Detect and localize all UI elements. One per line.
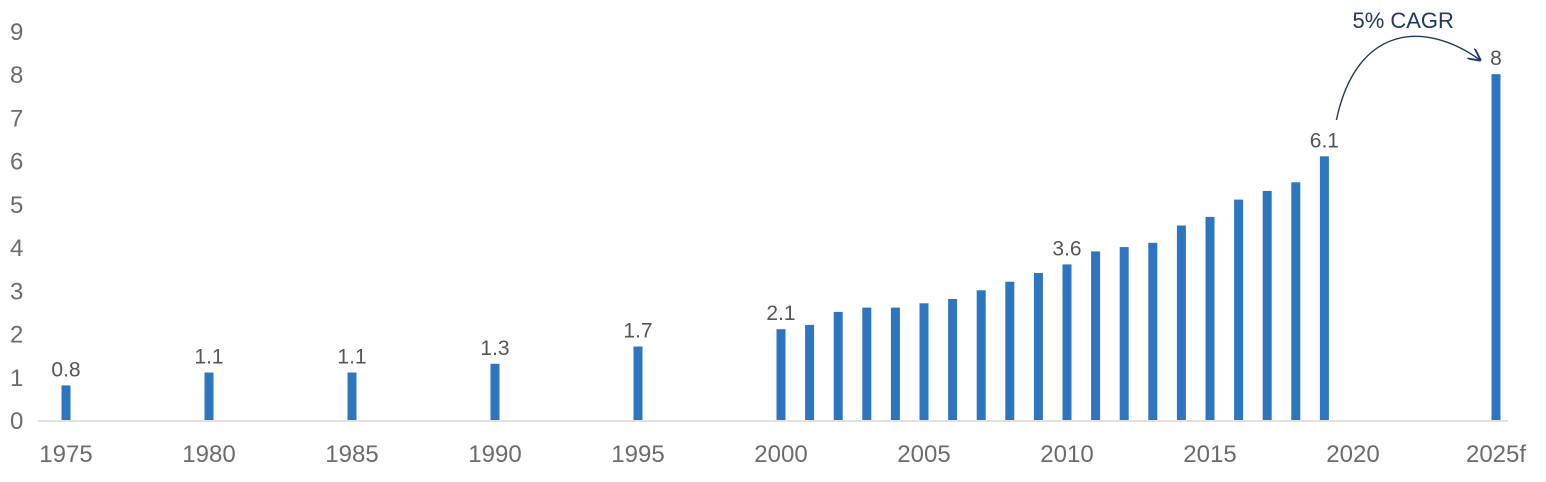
bar [805,324,815,420]
x-tick-label: 1995 [611,441,664,468]
bars [61,74,1501,421]
x-tick-label: 2020 [1326,441,1379,468]
bar [776,329,786,420]
cagr-arrow [1335,35,1480,121]
bar [1119,247,1129,420]
data-label: 1.7 [623,320,652,343]
x-tick-label: 2025f [1466,441,1526,468]
data-labels: 0.8 1.1 1.1 1.3 1.7 2.1 3.6 6.1 8 [51,47,1501,381]
y-tick-label: 0 [10,408,23,435]
data-label: 0.8 [51,358,80,381]
y-tick-label: 3 [10,278,23,305]
bar [1176,225,1186,420]
bar [948,299,958,420]
y-tick-label: 6 [10,149,23,176]
y-tick-label: 9 [10,19,23,46]
data-label: 6.1 [1310,129,1339,152]
x-tick-label: 2015 [1183,441,1236,468]
bar [1491,74,1501,420]
bar [347,372,357,420]
y-axis-ticks: 0 1 2 3 4 5 6 7 8 9 [10,19,23,435]
x-tick-label: 1990 [468,441,521,468]
y-tick-label: 4 [10,235,23,262]
bar [976,290,986,420]
x-tick-label: 1980 [182,441,235,468]
y-tick-label: 2 [10,322,23,349]
bar [1091,251,1101,420]
bar [862,307,872,420]
bar [833,311,843,420]
bar [1262,190,1272,420]
bar [1033,273,1043,420]
x-axis-ticks: 1975 1980 1985 1990 1995 2000 2005 2010 2015 2020… [39,441,1526,468]
data-label: 1.1 [337,345,366,368]
bar [1319,156,1329,421]
data-label: 3.6 [1052,237,1081,260]
x-tick-label: 2000 [754,441,807,468]
bar [1205,216,1215,420]
bar [1234,199,1244,420]
x-tick-label: 1985 [325,441,378,468]
data-label: 1.3 [480,337,509,360]
y-tick-label: 5 [10,192,23,219]
data-label: 1.1 [194,345,223,368]
bar [919,303,929,420]
data-label: 2.1 [766,302,795,325]
bar [633,346,643,420]
cagr-annotation: 5% CAGR [1352,8,1453,33]
bar [1291,182,1301,420]
bar [1148,242,1158,420]
x-tick-label: 1975 [39,441,92,468]
y-tick-label: 7 [10,105,23,132]
x-tick-label: 2010 [1040,441,1093,468]
bar [1062,264,1072,420]
bar [490,363,500,420]
x-tick-label: 2005 [897,441,950,468]
bar [61,385,71,420]
y-tick-label: 8 [10,62,23,89]
bar [204,372,214,420]
bar [890,307,900,420]
y-tick-label: 1 [10,365,23,392]
bar [1005,281,1015,420]
data-label: 8 [1490,47,1502,70]
